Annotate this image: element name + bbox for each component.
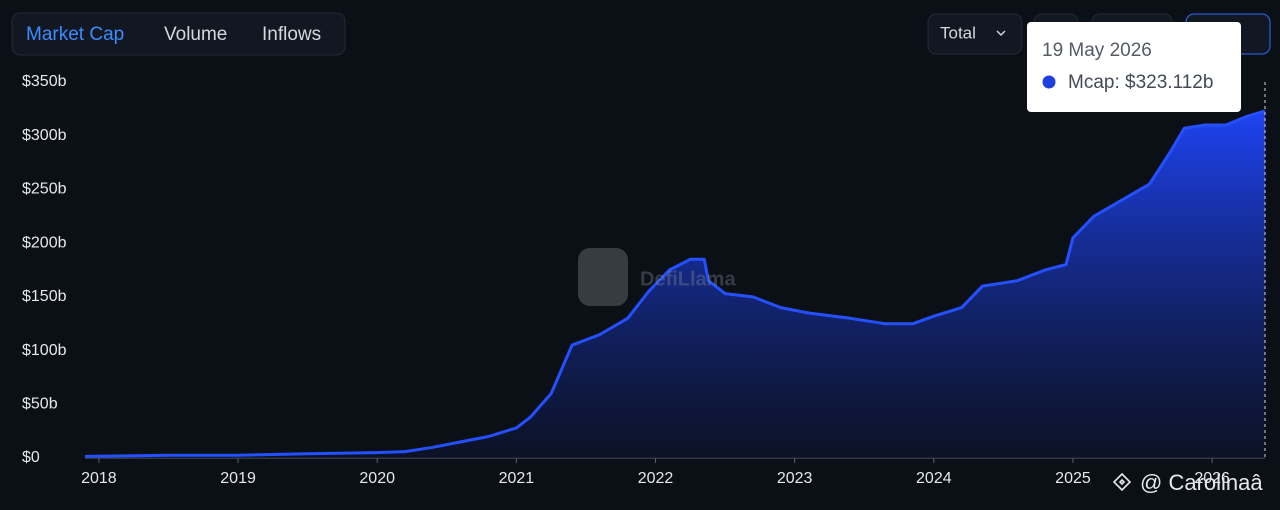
y-tick-label: $350b [22,73,67,90]
x-tick-label: 2026 [1194,470,1230,487]
watermark-text: DefiLlama [640,268,736,290]
y-tick-label: $100b [22,342,67,359]
line [84,109,1266,458]
tooltip-dot [1042,75,1056,89]
dropdown-arrow [996,30,1006,37]
y-tick-label: $50b [22,396,58,413]
watermark-logo [578,248,628,306]
tab[interactable]: Volume [164,24,227,45]
y-tick-label: $0 [22,449,40,466]
tooltip [1027,22,1241,112]
tooltip-date: 19 May 2026 [1042,40,1152,61]
credit-icon [1112,472,1132,492]
area [85,110,1265,459]
x-tick-label: 2022 [638,470,674,487]
x-tick-label: 2024 [916,470,952,487]
x-tick-label: 2018 [81,470,117,487]
y-tick-label: $150b [22,288,67,305]
tab[interactable]: Market Cap [26,24,124,45]
x-tick-label: 2023 [777,470,813,487]
credit: @ Carolinaâ [1140,470,1263,495]
dropdown[interactable] [927,13,1023,55]
tab-group [11,12,346,56]
y-tick-label: $300b [22,127,67,144]
dropdown-label: Total [940,23,976,42]
y-tick-label: $200b [22,234,67,251]
watermark: DefiLlama [578,248,736,306]
x-tick-label: 2025 [1055,470,1091,487]
x-tick-label: 2021 [499,470,535,487]
plot: $0 $50b $100b $150b $200b $250b $300b $350b 2018… [22,73,1266,487]
tab[interactable]: Inflows [262,24,321,45]
y-tick-label: $250b [22,181,67,198]
x-tick-label: 2019 [220,470,256,487]
x-tick-label: 2020 [359,470,395,487]
tooltip-value: Mcap: $323.112b [1068,72,1213,93]
